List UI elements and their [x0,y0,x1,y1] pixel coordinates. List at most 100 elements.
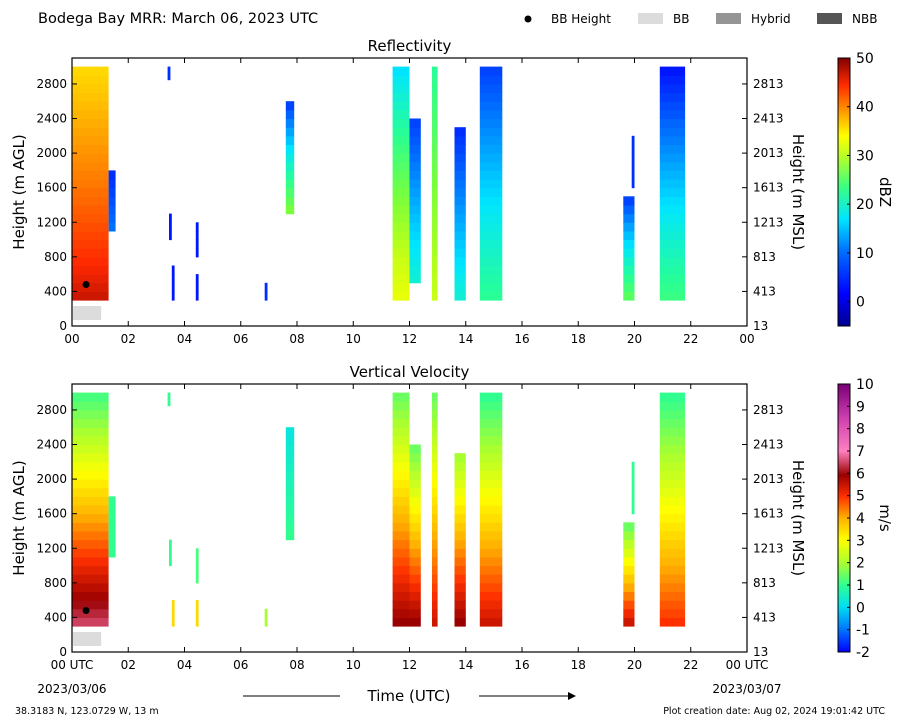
header-legend: BB Height BB Hybrid NBB [524,12,877,26]
echo-cell [392,617,410,627]
echo-cell [631,461,635,471]
echo-cell [409,222,421,232]
echo-column [409,118,421,284]
echo-cell [432,591,438,601]
echo-cell [409,230,421,241]
echo-cell [392,291,410,301]
y-tick-label-right: 1613 [753,181,784,195]
echo-column [454,453,466,627]
echo-cell [623,291,635,301]
echo-cell [432,196,438,206]
echo-cell [432,479,438,489]
echo-cell [72,522,109,532]
station-location: 38.3183 N, 123.0729 W, 13 m [15,706,159,717]
colorbar-tick-label: 0 [856,600,865,616]
echo-cell [392,239,410,249]
echo-cell [72,461,109,471]
echo-cell [454,591,466,601]
echo-cell [623,574,635,584]
echo-cell [659,75,686,85]
echo-cell [72,213,109,223]
echo-cell [108,205,116,215]
echo-cell [285,487,295,497]
echo-cell [479,118,503,128]
echo-cell [392,435,410,446]
echo-cell [454,161,466,171]
velocity-ylabel: Height (m AGL) [10,460,28,575]
echo-cell [195,574,199,584]
echo-cell [479,522,503,532]
legend-hybrid-swatch [716,13,741,24]
echo-column [195,274,199,301]
plot-creation-date: Plot creation date: Aug 02, 2024 19:01:4… [663,706,885,717]
echo-cell [392,265,410,275]
reflectivity-ylabel: Height (m AGL) [10,134,28,249]
echo-cell [409,461,421,471]
colorbar-tick-label: 0 [856,295,865,311]
y-tick-label: 2000 [36,146,67,160]
echo-cell [72,435,109,446]
echo-cell [479,274,503,284]
echo-cell [72,248,109,258]
echo-cell [454,222,466,232]
echo-column [195,222,199,258]
echo-cell [169,539,172,549]
echo-cell [659,170,686,180]
echo-cell [108,179,116,189]
bb-height-marker [82,281,90,289]
echo-cell [432,187,438,197]
echo-cell [72,531,109,541]
echo-cell [454,170,466,180]
x-tick-label: 10 [346,658,361,672]
echo-cell [285,135,295,145]
echo-cell [392,256,410,266]
echo-cell [108,548,116,558]
echo-cell [72,392,109,402]
y-tick-label-right: 2413 [753,438,784,452]
echo-cell [285,109,295,120]
echo-cell [285,161,295,171]
echo-cell [479,135,503,145]
echo-cell [285,153,295,163]
x-tick-label: 08 [289,658,304,672]
y-tick-label: 1600 [36,181,67,195]
echo-cell [409,608,421,618]
echo-cell [72,109,109,120]
echo-cell [454,256,466,266]
echo-cell [623,600,635,610]
velocity-title: Vertical Velocity [350,363,470,381]
echo-cell [623,282,635,292]
echo-cell [285,444,295,454]
echo-cell [623,591,635,601]
echo-cell [392,92,410,102]
echo-cell [392,222,410,232]
echo-cell [392,66,410,76]
echo-cell [409,496,421,506]
echo-cell [479,591,503,601]
echo-cell [409,213,421,223]
echo-cell [409,187,421,197]
echo-cell [432,427,438,437]
echo-cell [454,205,466,215]
echo-cell [659,505,686,515]
echo-cell [623,608,635,618]
echo-cell [195,248,199,258]
echo-cell [454,582,466,592]
echo-cell [108,196,116,206]
colorbar-tick-label: 40 [856,100,874,116]
echo-cell [454,135,466,145]
echo-cell [631,487,635,497]
echo-cell [392,179,410,189]
time-arrow-head-icon [568,692,576,700]
echo-cell [392,118,410,128]
x-tick-label: 08 [289,332,304,346]
velocity-echo-layer [72,392,686,646]
echo-cell [432,291,438,301]
echo-cell [623,565,635,575]
echo-cell [409,274,421,284]
echo-cell [72,453,109,463]
echo-cell [479,409,503,420]
echo-cell [171,600,175,610]
echo-cell [432,135,438,145]
